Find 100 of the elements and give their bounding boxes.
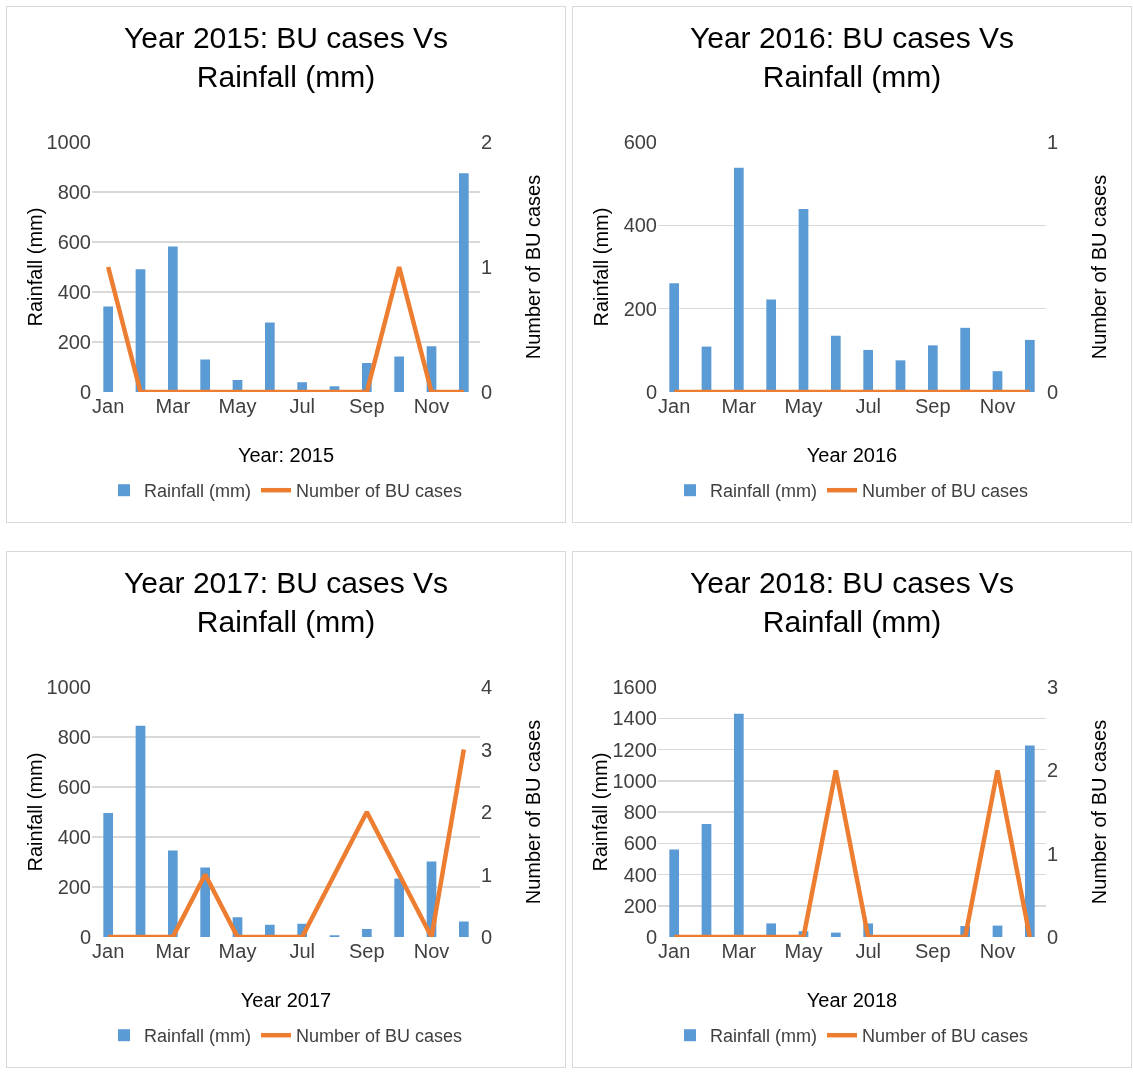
y2-tick-label: 1 [1047,131,1059,153]
x-tick-label: Nov [413,940,450,962]
y2-axis-title: Number of BU cases [522,174,544,360]
y-tick-label: 400 [623,214,657,237]
y-axis-title: Rainfall (mm) [588,752,611,872]
x-tick-label: Jul [289,940,315,962]
bar [458,921,469,937]
x-tick-label: Sep [349,940,385,962]
bar [927,345,938,392]
y-axis-title: Rainfall (mm) [24,207,46,327]
y-tick-label: 1400 [612,707,657,730]
bar [264,322,275,392]
bar [458,173,469,392]
bar [394,878,405,937]
x-tick-label: Sep [349,395,385,417]
y2-axis-title: Number of BU cases [1088,174,1110,360]
y-tick-label: 200 [623,297,657,320]
y-tick-label: 200 [57,876,91,898]
y2-tick-label: 0 [481,381,493,403]
y-tick-label: 400 [57,281,91,303]
x-tick-label: Sep [915,940,951,962]
y2-tick-label: 1 [481,256,493,278]
x-tick-label: Jul [289,395,315,417]
x-tick-label: Jan [92,940,125,962]
chart-title: Year 2016: BU cases Vs Rainfall (mm) [689,21,1015,94]
x-tick-label: Mar [155,395,191,417]
y2-tick-label: 2 [1047,759,1059,782]
bar [361,929,372,937]
bar [103,306,114,392]
y-tick-label: 0 [645,926,657,948]
bar [103,813,114,937]
bar [798,209,809,392]
y-tick-label: 800 [623,801,657,823]
bar [394,356,405,392]
x-tick-label: Nov [413,395,450,417]
legend-label: Rainfall (mm) [144,481,252,502]
y-tick-label: 1600 [612,676,657,698]
bar [830,932,841,937]
y-tick-label: 800 [57,726,91,748]
y2-tick-label: 0 [1047,381,1059,403]
x-tick-label: Jan [658,395,691,417]
y2-tick-label: 1 [481,863,493,886]
y-tick-label: 1000 [46,676,91,698]
x-tick-label: May [784,395,823,417]
x-axis-title: Year 2017 [240,989,332,1011]
x-tick-label: Jul [855,940,881,962]
x-tick-label: May [218,395,257,417]
x-tick-label: Mar [155,940,191,962]
y-tick-label: 1000 [46,131,91,153]
x-tick-label: Jan [92,395,125,417]
bar [733,167,744,392]
y-tick-label: 800 [57,181,91,203]
y-axis-title: Rainfall (mm) [24,752,46,872]
y2-tick-label: 0 [481,926,493,948]
bar [135,725,146,937]
y2-tick-label: 0 [1047,926,1059,948]
x-tick-label: Mar [721,940,757,962]
y2-tick-label: 3 [1047,676,1059,698]
y-tick-label: 1200 [612,738,657,761]
bar [1024,745,1035,937]
y-tick-label: 600 [623,131,657,153]
y-tick-label: 400 [57,826,91,848]
legend-label: Number of BU cases [862,1026,1029,1047]
y-axis-title: Rainfall (mm) [590,207,612,327]
legend-label: Number of BU cases [296,481,463,502]
chart-title: Year 2017: BU cases Vs Rainfall (mm) [123,566,449,639]
x-axis-title: Year 2016 [806,444,898,466]
chart-title: Year 2015: BU cases Vs Rainfall (mm) [123,21,449,94]
y-tick-label: 200 [623,894,657,917]
x-tick-label: Sep [915,395,951,417]
legend-label: Rainfall (mm) [144,1026,252,1047]
bar [960,327,971,392]
x-tick-label: May [218,940,257,962]
x-axis-title: Year: 2015 [237,444,335,466]
y2-axis-title: Number of BU cases [522,719,544,905]
x-axis-title: Year 2018 [806,989,898,1011]
x-tick-label: Nov [979,940,1016,962]
x-tick-label: Jul [855,395,881,417]
x-tick-label: Mar [721,395,757,417]
legend-label: Number of BU cases [862,481,1029,502]
y2-axis-title: Number of BU cases [1088,719,1110,905]
y2-tick-label: 3 [481,738,493,761]
bar [167,246,178,392]
bar [766,299,777,392]
legend-label: Number of BU cases [296,1026,463,1047]
x-tick-label: Nov [979,395,1016,417]
bar [863,349,874,392]
y-tick-label: 600 [623,832,657,855]
bar [733,713,744,937]
bar [701,824,712,937]
bar [167,850,178,937]
y-tick-label: 400 [623,863,657,886]
x-tick-label: May [784,940,823,962]
bar [830,335,841,392]
y-tick-label: 600 [57,231,91,253]
y-tick-label: 600 [57,776,91,798]
bar [1024,339,1035,392]
y2-tick-label: 4 [481,676,493,698]
y-tick-label: 0 [645,381,657,403]
legend-label: Rainfall (mm) [710,1026,818,1047]
